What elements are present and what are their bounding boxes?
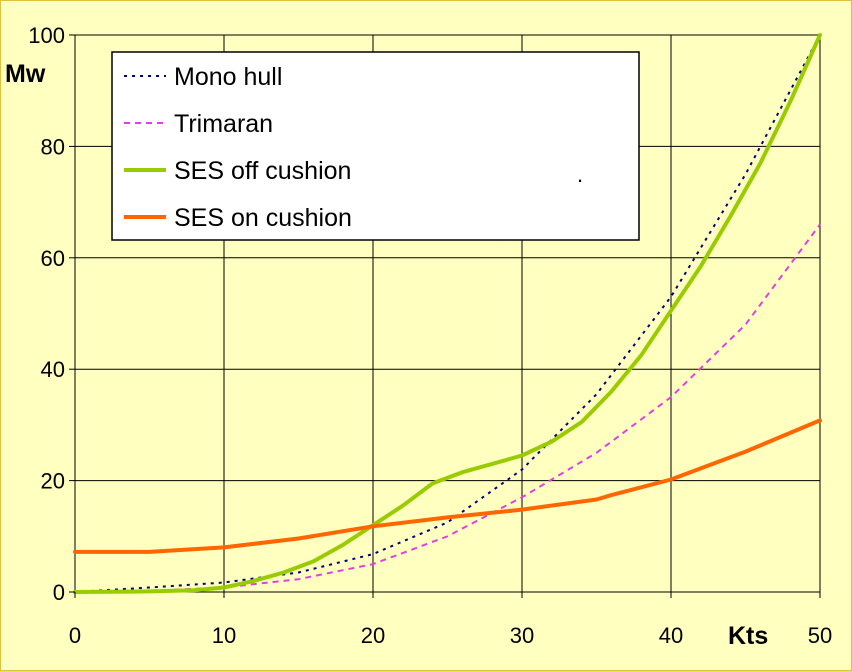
- y-tick-label: 40: [41, 357, 65, 382]
- series-line-ses-off-cushion: [73, 33, 822, 594]
- x-tick-label: 40: [659, 623, 683, 648]
- legend-label: Mono hull: [174, 63, 282, 91]
- x-tick-label: 20: [361, 623, 385, 648]
- y-tick-label: 100: [28, 23, 65, 48]
- legend-label: SES off cushion: [174, 157, 351, 185]
- grid-lines: [75, 35, 820, 592]
- x-tick-label: 0: [69, 623, 81, 648]
- legend-label: SES on cushion: [174, 204, 352, 232]
- series-lines: [73, 33, 822, 594]
- x-axis-ticks: 0 10 20 30 40 50: [69, 592, 832, 648]
- series-line-ses-on-cushion: [73, 418, 822, 554]
- legend-box: [111, 51, 640, 241]
- x-tick-label: 50: [808, 623, 832, 648]
- y-axis-title: Mw: [5, 60, 46, 88]
- y-tick-label: 0: [53, 580, 65, 605]
- x-tick-label: 30: [510, 623, 534, 648]
- stray-dot: .: [577, 162, 583, 187]
- y-tick-label: 80: [41, 134, 65, 159]
- y-tick-label: 20: [41, 469, 65, 494]
- x-tick-label: 10: [212, 623, 236, 648]
- x-axis-title: Kts: [728, 622, 768, 650]
- y-tick-label: 60: [41, 246, 65, 271]
- legend-label: Trimaran: [174, 110, 273, 138]
- y-axis-ticks: 0 20 40 60 80 100: [28, 23, 75, 605]
- legend: Mono hull Trimaran SES off cushion SES on c…: [111, 51, 640, 241]
